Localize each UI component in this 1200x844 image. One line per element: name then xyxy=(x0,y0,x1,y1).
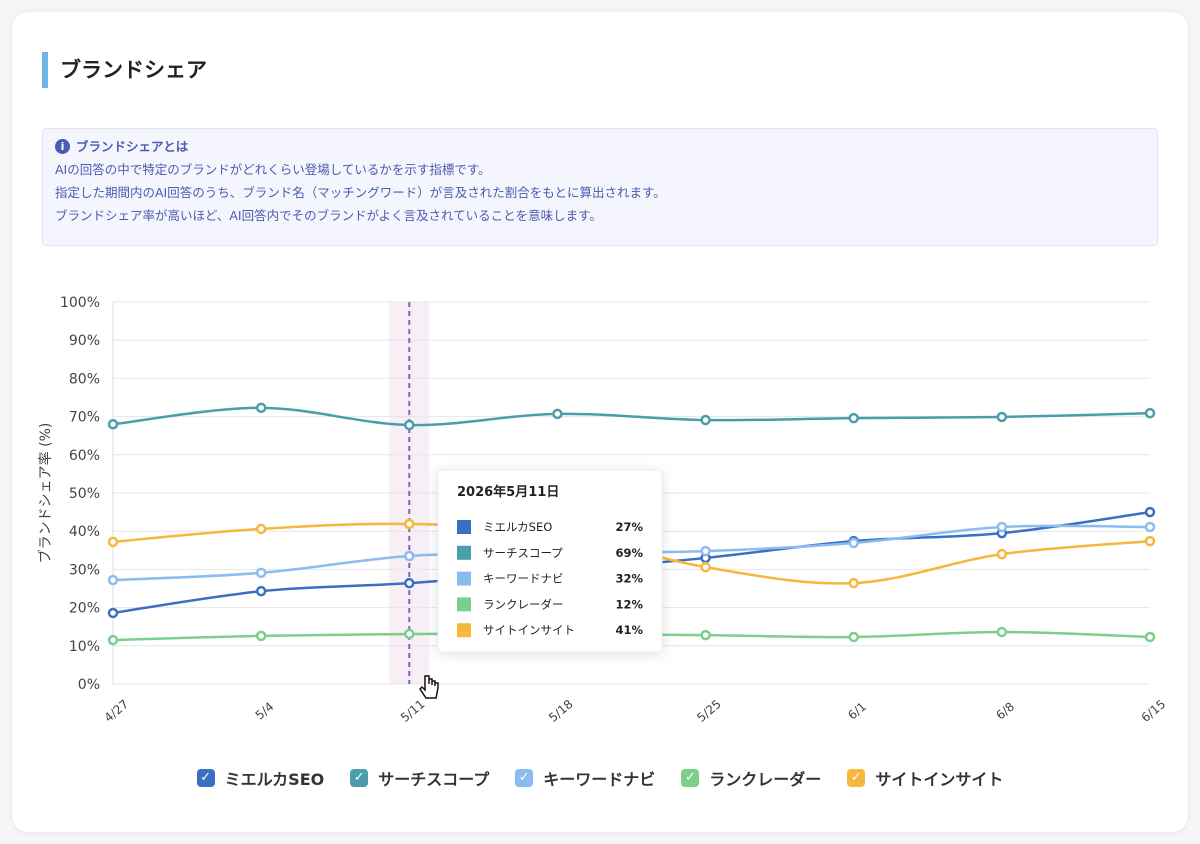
data-point xyxy=(700,545,711,557)
data-point xyxy=(1144,521,1156,533)
info-heading: i ブランドシェアとは xyxy=(55,135,1145,158)
y-tick-label: 70% xyxy=(69,410,100,426)
y-axis-label: ブランドシェア率 (%) xyxy=(37,423,54,564)
data-point xyxy=(404,419,415,431)
data-point xyxy=(255,567,267,579)
x-tick-label: 5/4 xyxy=(253,699,277,722)
x-tick-label: 6/8 xyxy=(993,699,1017,722)
y-tick-label: 50% xyxy=(69,486,100,502)
data-point xyxy=(848,412,859,424)
data-point xyxy=(404,518,415,530)
data-point xyxy=(404,550,415,562)
legend-checkbox[interactable]: ✓ xyxy=(847,769,866,787)
data-point xyxy=(700,414,711,426)
tooltip-value: 69% xyxy=(615,546,643,560)
legend-checkbox[interactable]: ✓ xyxy=(350,769,369,787)
tooltip-swatch xyxy=(457,623,471,638)
data-point xyxy=(1144,407,1156,419)
tooltip-name: サイトインサイト xyxy=(483,623,575,637)
data-point xyxy=(996,548,1008,560)
data-point xyxy=(107,418,119,430)
tooltip-name: キーワードナビ xyxy=(483,572,564,586)
data-point xyxy=(255,402,267,414)
tooltip-title: 2026年5月11日 xyxy=(457,484,559,500)
x-tick-label: 5/11 xyxy=(398,697,428,725)
data-point xyxy=(404,577,415,589)
series-line xyxy=(112,406,1151,427)
tooltip-value: 41% xyxy=(615,623,643,637)
legend-label: ランクレーダー xyxy=(709,770,822,789)
info-line: 指定した期間内のAI回答のうち、ブランド名（マッチングワード）が言及された割合を… xyxy=(55,185,666,200)
data-point xyxy=(255,630,267,642)
tooltip-value: 27% xyxy=(615,520,643,534)
legend-item[interactable]: ✓ サイトインサイト xyxy=(847,766,1003,790)
tooltip-name: ミエルカSEO xyxy=(483,520,552,534)
data-point xyxy=(255,585,267,597)
data-point xyxy=(700,629,711,641)
data-point xyxy=(848,577,859,589)
data-point xyxy=(996,411,1008,423)
y-tick-label: 20% xyxy=(69,601,100,617)
info-line: ブランドシェア率が高いほど、AI回答内でそのブランドがよく言及されていることを意… xyxy=(55,208,602,223)
info-box: i ブランドシェアとは AIの回答の中で特定のブランドがどれくらい登場しているかを… xyxy=(42,128,1158,246)
data-point xyxy=(255,523,267,535)
data-point xyxy=(700,561,711,573)
data-point xyxy=(848,631,859,643)
tooltip-name: ランクレーダー xyxy=(483,597,564,611)
tooltip-swatch xyxy=(457,597,471,612)
y-tick-label: 40% xyxy=(69,524,100,540)
info-line: AIの回答の中で特定のブランドがどれくらい登場しているかを示す指標です。 xyxy=(55,162,491,177)
legend-item[interactable]: ✓ ミエルカSEO xyxy=(196,766,325,790)
data-point xyxy=(107,634,119,646)
data-point xyxy=(107,607,119,619)
section-title: ブランドシェア xyxy=(42,52,207,88)
data-point xyxy=(1144,535,1156,547)
legend-label: サイトインサイト xyxy=(875,770,1004,789)
cursor xyxy=(419,675,439,699)
x-tick-label: 5/18 xyxy=(546,697,576,725)
y-tick-label: 90% xyxy=(69,333,100,349)
data-point xyxy=(996,626,1008,638)
tooltip-swatch xyxy=(457,545,471,560)
info-title: ブランドシェアとは xyxy=(76,139,189,154)
data-point xyxy=(848,537,859,549)
y-tick-label: 100% xyxy=(60,295,100,311)
y-tick-label: 80% xyxy=(69,371,100,387)
legend-checkbox[interactable]: ✓ xyxy=(681,769,700,787)
data-point xyxy=(996,521,1008,533)
data-point xyxy=(552,408,563,420)
tooltip-swatch xyxy=(457,571,471,586)
tooltip-value: 32% xyxy=(615,572,643,586)
tooltip-swatch xyxy=(457,520,471,534)
x-tick-label: 5/25 xyxy=(694,697,724,725)
legend-label: キーワードナビ xyxy=(543,770,656,789)
x-tick-label: 6/1 xyxy=(845,699,869,722)
legend-checkbox[interactable]: ✓ xyxy=(196,769,215,787)
y-tick-label: 30% xyxy=(69,562,100,578)
y-tick-label: 0% xyxy=(78,677,100,693)
data-point xyxy=(404,628,415,640)
data-point xyxy=(107,574,119,586)
tooltip-value: 12% xyxy=(615,597,643,611)
legend-item[interactable]: ✓ サーチスコープ xyxy=(350,766,489,790)
x-tick-label: 4/27 xyxy=(102,697,132,725)
data-point xyxy=(107,536,119,548)
legend-item[interactable]: ✓ キーワードナビ xyxy=(515,766,655,790)
legend: ✓ ミエルカSEO ✓ サーチスコープ ✓ キーワードナビ ✓ ランクレーダー ✓ サイトインサイ… xyxy=(0,766,1200,790)
data-point xyxy=(1144,631,1156,643)
legend-label: ミエルカSEO xyxy=(224,770,325,789)
tooltip-name: サーチスコープ xyxy=(483,546,563,560)
legend-checkbox[interactable]: ✓ xyxy=(515,769,534,787)
data-point xyxy=(1144,506,1156,518)
legend-item[interactable]: ✓ ランクレーダー xyxy=(681,766,821,790)
y-tick-label: 10% xyxy=(69,639,100,655)
x-tick-label: 6/15 xyxy=(1139,697,1169,725)
y-tick-label: 60% xyxy=(69,448,100,464)
legend-label: サーチスコープ xyxy=(378,770,490,789)
info-icon: i xyxy=(55,139,70,154)
tooltip-box xyxy=(437,469,663,653)
